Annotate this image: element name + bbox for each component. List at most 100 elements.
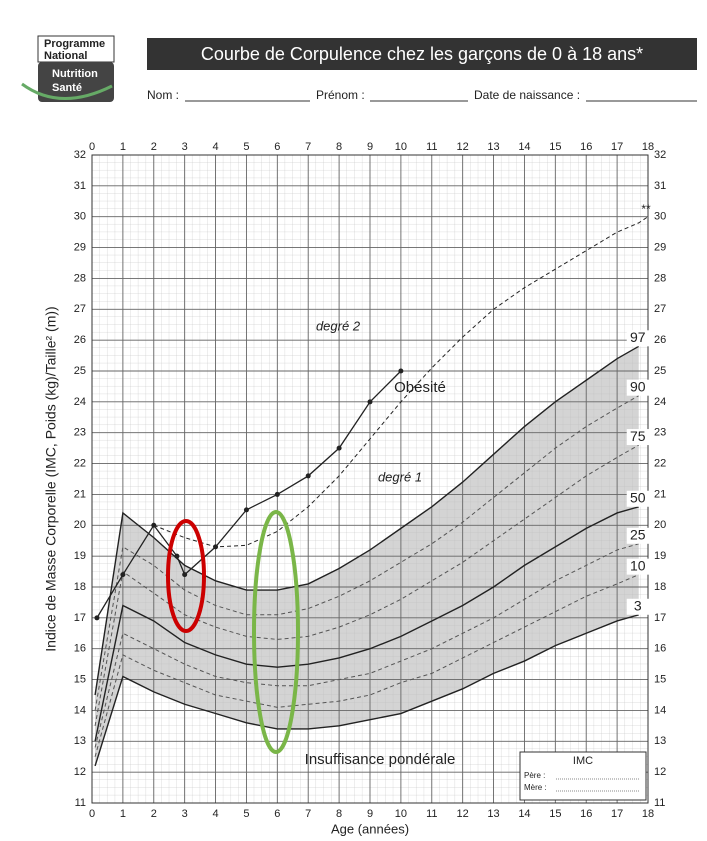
x-tick-label: 10 [395, 808, 407, 820]
imc-title: IMC [573, 755, 593, 767]
child-point [120, 572, 126, 578]
y-tick-label: 11 [654, 797, 665, 809]
y-tick-label: 29 [74, 241, 86, 253]
form-field: Date de naissance : [474, 88, 580, 102]
x-tick-label: 4 [212, 808, 218, 820]
curve-label: 75 [630, 428, 646, 444]
y-tick-label: 24 [74, 396, 86, 408]
curve-label-bg [626, 379, 649, 396]
y-tick-label: 28 [74, 272, 86, 284]
x-tick-label: 2 [151, 141, 157, 153]
x-tick-label: 18 [642, 141, 654, 153]
curve-label-bg [626, 558, 649, 575]
x-tick-label: 0 [89, 141, 95, 153]
x-tick-label: 7 [305, 808, 311, 820]
plot: 0011223344556677889910101111121213131414… [43, 141, 667, 837]
y-tick-label: 13 [654, 735, 666, 747]
y-tick-label: 31 [74, 180, 86, 192]
y-tick-label: 22 [74, 457, 86, 469]
percentile-curve [153, 216, 649, 548]
child-curve [96, 370, 402, 619]
imc-box [519, 751, 647, 801]
child-point [94, 615, 100, 621]
curve-label: 97 [630, 329, 646, 345]
x-tick-label: 3 [182, 141, 188, 153]
child-point [151, 522, 157, 528]
curve-label: 50 [630, 489, 646, 505]
y-tick-label: 12 [654, 766, 666, 778]
form-field: Nom : [147, 88, 179, 102]
highlight-green [252, 510, 300, 754]
x-tick-label: 12 [457, 808, 469, 820]
y-tick-label: 14 [654, 704, 666, 716]
x-axis-label: Age (années) [331, 821, 409, 836]
y-tick-label: 16 [654, 643, 666, 655]
title-bar [147, 38, 697, 70]
x-tick-label: 5 [243, 808, 249, 820]
y-tick-label: 27 [74, 303, 86, 315]
child-point [274, 491, 280, 497]
child-point [367, 399, 373, 405]
chart-title: Courbe de Corpulence chez les garçons de… [201, 44, 643, 64]
logo-text: Santé [52, 82, 82, 94]
logo-text: Programme [44, 38, 105, 50]
y-tick-label: 21 [654, 488, 666, 500]
child-point [182, 572, 188, 578]
y-tick-label: 25 [654, 365, 666, 377]
curve-label-bg [626, 490, 649, 507]
x-tick-label: 8 [336, 808, 342, 820]
child-point [243, 507, 249, 513]
y-tick-label: 15 [654, 673, 666, 685]
x-tick-label: 17 [611, 141, 623, 153]
y-tick-label: 16 [74, 643, 86, 655]
x-tick-label: 13 [487, 141, 499, 153]
x-tick-label: 1 [120, 141, 126, 153]
child-point [174, 553, 180, 559]
y-tick-label: 12 [74, 766, 86, 778]
y-tick-label: 26 [74, 334, 86, 346]
x-tick-label: 9 [367, 808, 373, 820]
annotation: Insuffisance pondérale [305, 751, 456, 768]
x-tick-label: 11 [426, 808, 437, 820]
y-tick-label: 28 [654, 272, 666, 284]
x-tick-label: 14 [518, 808, 530, 820]
x-tick-label: 15 [549, 141, 561, 153]
curve-label-bg [626, 598, 649, 615]
y-tick-label: 20 [654, 519, 666, 531]
y-tick-label: 23 [74, 427, 86, 439]
y-tick-label: 13 [74, 735, 86, 747]
y-tick-label: 11 [75, 797, 86, 809]
x-tick-label: 16 [580, 141, 592, 153]
y-tick-label: 25 [74, 365, 86, 377]
y-tick-label: 26 [654, 334, 666, 346]
percentile-curve [94, 395, 639, 711]
logo-text: National [44, 50, 87, 62]
y-tick-label: 17 [74, 612, 86, 624]
x-tick-label: 13 [487, 808, 499, 820]
x-tick-label: 4 [212, 141, 218, 153]
x-tick-label: 14 [518, 141, 530, 153]
y-tick-label: 23 [654, 427, 666, 439]
y-tick-label: 32 [654, 149, 666, 161]
y-tick-label: 21 [74, 488, 86, 500]
annotation: degré 2 [316, 318, 361, 333]
y-tick-label: 17 [654, 612, 666, 624]
percentile-curve [94, 543, 639, 748]
y-tick-label: 31 [654, 180, 666, 192]
curve-label: 25 [630, 527, 646, 543]
y-tick-label: 22 [654, 457, 666, 469]
y-tick-label: 30 [74, 211, 86, 223]
child-point [398, 368, 404, 374]
child-point [336, 445, 342, 451]
y-tick-label: 19 [654, 550, 666, 562]
x-tick-label: 18 [642, 808, 654, 820]
x-tick-label: 10 [395, 141, 407, 153]
plot-frame [91, 154, 649, 804]
imc-row: Père : [524, 771, 545, 780]
x-tick-label: 15 [549, 808, 561, 820]
curve-label-bg [626, 527, 649, 544]
y-tick-label: 30 [654, 211, 666, 223]
x-tick-label: 7 [305, 141, 311, 153]
